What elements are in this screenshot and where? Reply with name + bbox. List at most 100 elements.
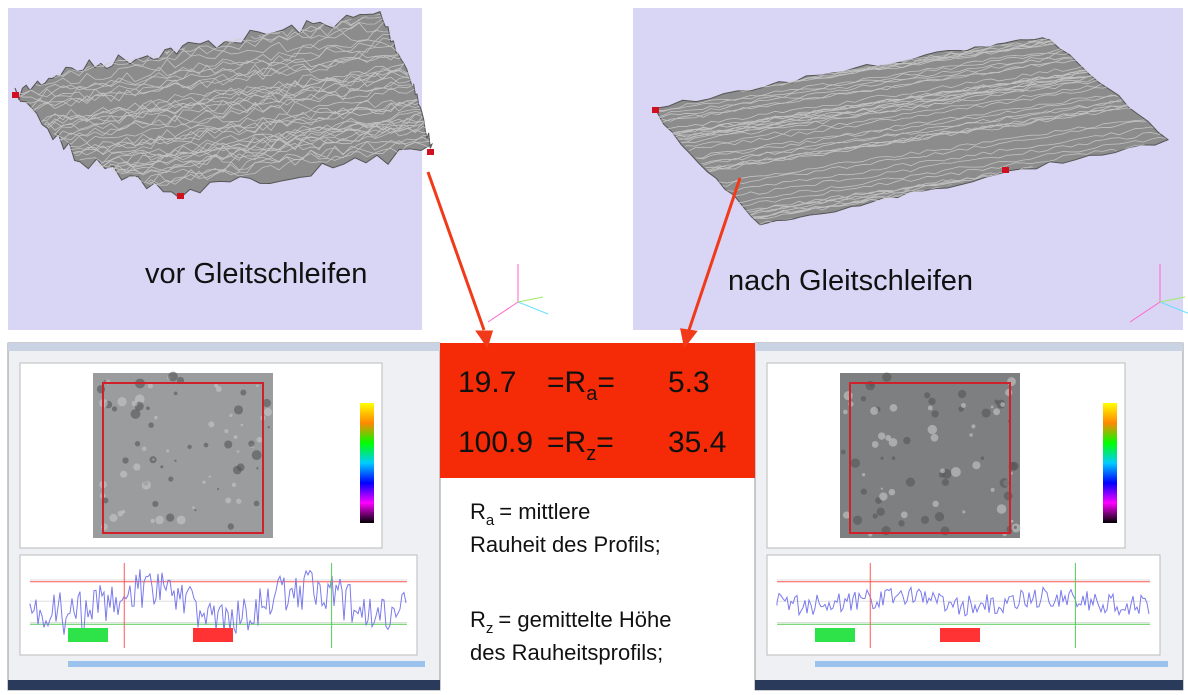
- speckle: [146, 406, 150, 410]
- colorbar: [1103, 403, 1117, 523]
- speckle: [942, 479, 949, 486]
- edge-marker: [652, 107, 659, 113]
- speckle: [112, 406, 117, 411]
- speckle: [940, 468, 945, 473]
- speckle: [101, 523, 108, 530]
- speckle: [870, 407, 878, 415]
- title-bar: [8, 343, 440, 351]
- page: vor Gleitschleifen nach Gleitschleifen 1…: [0, 0, 1188, 695]
- speckle: [972, 461, 980, 469]
- speckle: [928, 425, 937, 434]
- suffix: =: [597, 366, 615, 399]
- speckle: [1000, 478, 1010, 488]
- speckle: [241, 424, 244, 427]
- speckle: [861, 488, 867, 494]
- speckle: [166, 449, 169, 452]
- speckle: [228, 523, 234, 529]
- speckle: [901, 511, 908, 518]
- speckle: [889, 438, 898, 447]
- status-green: [68, 628, 108, 642]
- edge-marker: [12, 92, 19, 98]
- speckle: [931, 434, 939, 442]
- speckle: [881, 487, 883, 489]
- speckle: [993, 408, 1000, 415]
- speckle: [252, 450, 262, 460]
- progress: [815, 661, 1168, 667]
- title-bar: [755, 343, 1183, 351]
- speckle: [135, 441, 140, 446]
- speckle: [166, 513, 174, 521]
- speckle: [204, 443, 209, 448]
- speckle: [117, 397, 126, 406]
- speckle: [177, 516, 186, 525]
- speckle: [1000, 402, 1005, 407]
- speckle: [257, 437, 263, 443]
- definition-text: Rauheit des Profils;: [470, 532, 661, 557]
- speckle: [1005, 389, 1012, 396]
- symbol-text: R: [470, 499, 486, 524]
- speckle: [997, 504, 1007, 514]
- speckle: [133, 463, 140, 470]
- subscript: a: [486, 512, 495, 529]
- speckle: [122, 510, 126, 514]
- definition-text: des Rauheitsprofils;: [470, 640, 663, 665]
- taskbar: [755, 680, 1183, 690]
- subscript: z: [586, 443, 596, 465]
- speckle: [264, 408, 272, 416]
- speckle: [152, 501, 158, 507]
- symbol-text: =R: [547, 366, 586, 399]
- speckle: [1004, 491, 1013, 500]
- speckle: [851, 458, 860, 467]
- speckle: [256, 384, 259, 387]
- speckle: [131, 409, 141, 419]
- speckle: [951, 467, 961, 477]
- speckle: [879, 492, 887, 500]
- speckle: [254, 501, 260, 507]
- speckle: [924, 392, 930, 398]
- speckle: [969, 433, 972, 436]
- speckle: [155, 516, 164, 525]
- speckle: [148, 422, 154, 428]
- speckle: [994, 400, 998, 404]
- speckle: [142, 446, 146, 450]
- edge-marker: [177, 193, 184, 199]
- value-after: 35.4: [668, 426, 726, 459]
- speckle: [232, 483, 236, 487]
- panel-label: vor Gleitschleifen: [145, 258, 367, 290]
- speckle: [906, 477, 915, 486]
- speckle: [120, 471, 127, 478]
- speckle: [209, 475, 211, 477]
- speckle: [890, 404, 898, 412]
- speckle: [921, 516, 929, 524]
- symbol-text: R: [470, 607, 486, 632]
- speckle: [152, 458, 154, 460]
- panel-label: nach Gleitschleifen: [728, 265, 973, 297]
- suffix: =: [596, 426, 614, 459]
- speckle: [233, 466, 242, 475]
- speckle: [928, 398, 935, 405]
- speckle: [192, 506, 195, 509]
- speckle: [1014, 526, 1017, 529]
- speckle: [931, 410, 938, 417]
- colorbar: [360, 403, 374, 523]
- speckle: [160, 465, 163, 468]
- status-red: [193, 628, 233, 642]
- speckle: [878, 432, 885, 439]
- status-red: [940, 628, 980, 642]
- speckle: [237, 450, 240, 453]
- speckle: [217, 488, 219, 490]
- speckle: [229, 414, 232, 417]
- speckle: [982, 408, 991, 417]
- speckle: [843, 410, 848, 415]
- speckle: [1011, 520, 1014, 523]
- speckle: [932, 501, 938, 507]
- speckle: [225, 497, 231, 503]
- speckle: [256, 467, 258, 469]
- speckle: [236, 499, 241, 504]
- speckle: [935, 512, 944, 521]
- speckle: [958, 390, 966, 398]
- speckle: [903, 437, 910, 444]
- speckle: [248, 441, 254, 447]
- speckle: [150, 519, 154, 523]
- speckle: [208, 421, 214, 427]
